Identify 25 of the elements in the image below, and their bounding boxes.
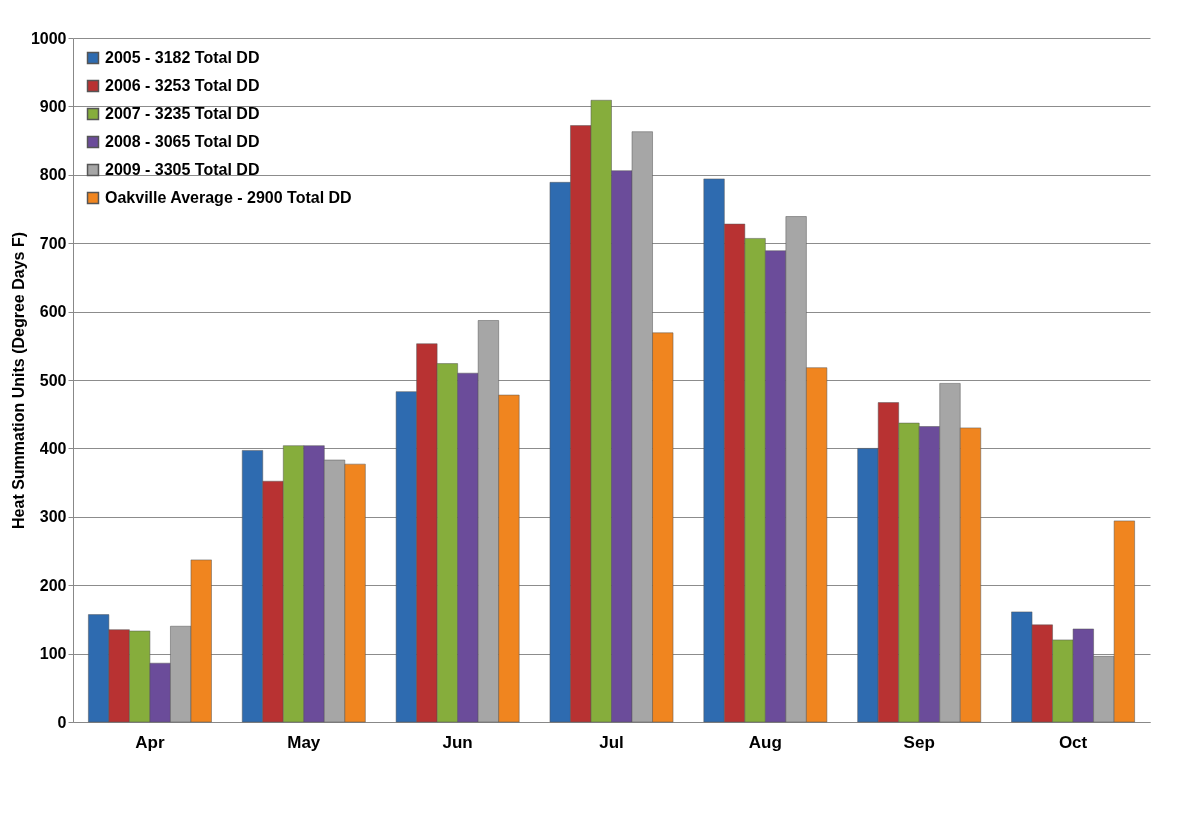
x-tick-label: Oct xyxy=(1058,732,1088,752)
x-tick-label: Aug xyxy=(748,732,782,752)
y-tick-label: 1000 xyxy=(30,29,67,47)
y-tick-label: 400 xyxy=(39,439,67,457)
legend-label: 2005 - 3182 Total DD xyxy=(105,49,260,66)
x-tick-label: Jul xyxy=(599,732,624,752)
x-tick-label: Jun xyxy=(442,732,473,752)
legend-label: 2008 - 3065 Total DD xyxy=(105,133,260,150)
x-tick-label: Apr xyxy=(135,732,165,752)
y-tick-label: 0 xyxy=(57,713,67,731)
y-tick-label: 700 xyxy=(39,234,67,252)
y-tick-label: 100 xyxy=(39,645,67,663)
y-tick-label: 800 xyxy=(39,166,67,184)
legend-label: 2007 - 3235 Total DD xyxy=(105,105,260,122)
legend-label: Oakville Average - 2900 Total DD xyxy=(105,189,352,206)
y-tick-label: 600 xyxy=(39,303,67,321)
y-tick-label: 200 xyxy=(39,576,67,594)
y-tick-label: 900 xyxy=(39,97,67,115)
x-tick-label: May xyxy=(287,732,321,752)
y-tick-label: 300 xyxy=(39,508,67,526)
y-axis-title: Heat Summation Units (Degree Days F) xyxy=(9,232,27,529)
legend-label: 2006 - 3253 Total DD xyxy=(105,77,260,94)
x-tick-label: Sep xyxy=(903,732,935,752)
y-tick-label: 500 xyxy=(39,371,67,389)
legend-label: 2009 - 3305 Total DD xyxy=(105,161,260,178)
